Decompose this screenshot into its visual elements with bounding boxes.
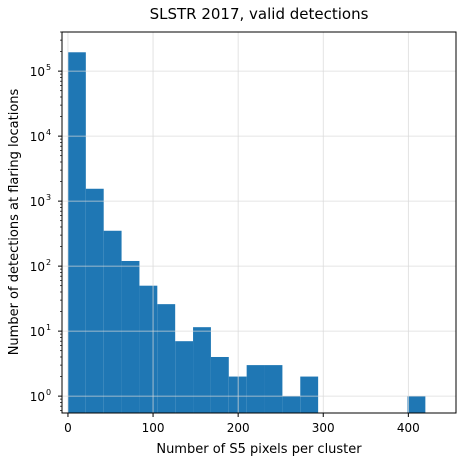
- histogram-bar: [193, 327, 211, 413]
- histogram-bar: [175, 341, 194, 413]
- histogram-bars: [67, 52, 426, 413]
- y-tick-label: 10: [30, 195, 45, 209]
- y-tick-exponent: 2: [46, 258, 51, 267]
- x-tick-label: 400: [397, 421, 420, 435]
- histogram-bar: [157, 304, 176, 413]
- x-tick-label: 0: [64, 421, 72, 435]
- y-tick-label: 10: [30, 325, 45, 339]
- y-tick-exponent: 3: [46, 193, 51, 202]
- histogram-bar: [121, 260, 140, 413]
- histogram-bar: [85, 188, 104, 413]
- y-tick-label: 10: [30, 260, 45, 274]
- y-tick-label: 10: [30, 390, 45, 404]
- x-tick-label: 100: [142, 421, 165, 435]
- histogram-bar: [407, 396, 426, 413]
- histogram-bar: [264, 365, 283, 413]
- x-tick-label: 300: [312, 421, 335, 435]
- x-axis-label: Number of S5 pixels per cluster: [156, 442, 362, 457]
- x-axis-ticks: 0 100 200 300 400: [64, 413, 420, 435]
- histogram-bar: [300, 376, 319, 413]
- y-axis-label: Number of detections at flaring location…: [7, 88, 22, 355]
- plot-area-frame: [61, 31, 457, 414]
- histogram-bar: [228, 376, 247, 413]
- y-tick-exponent: 1: [46, 323, 51, 332]
- histogram-bar: [282, 396, 301, 413]
- y-tick-exponent: 5: [46, 63, 51, 72]
- y-tick-exponent: 4: [46, 128, 51, 137]
- y-tick-exponent: 0: [46, 388, 51, 397]
- histogram-bar: [246, 365, 265, 413]
- grid-lines: [62, 32, 456, 413]
- histogram-bar: [139, 285, 158, 413]
- histogram-bar: [103, 230, 122, 413]
- chart-title: SLSTR 2017, valid detections: [150, 5, 369, 23]
- y-tick-label: 10: [30, 130, 45, 144]
- y-tick-label: 10: [30, 65, 45, 79]
- histogram-bar: [210, 356, 229, 413]
- x-tick-label: 200: [227, 421, 250, 435]
- histogram-bar: [67, 52, 86, 413]
